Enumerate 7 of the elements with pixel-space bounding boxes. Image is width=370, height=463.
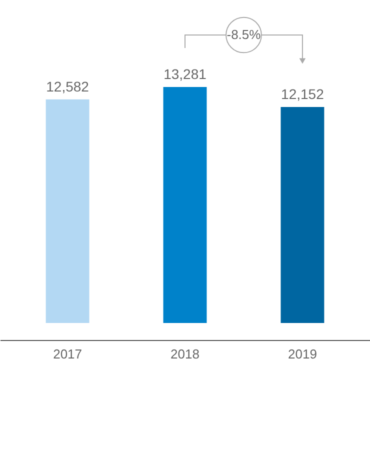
text: -8.5%: [226, 27, 262, 42]
data-label: 12,582: [46, 78, 90, 94]
x-tick-label: 2019: [288, 346, 317, 362]
x-tick-label: 2017: [53, 346, 82, 362]
x-tick-label: 2018: [170, 346, 200, 362]
data-label: 13,281: [164, 66, 207, 82]
data-label: 12,152: [281, 86, 324, 102]
